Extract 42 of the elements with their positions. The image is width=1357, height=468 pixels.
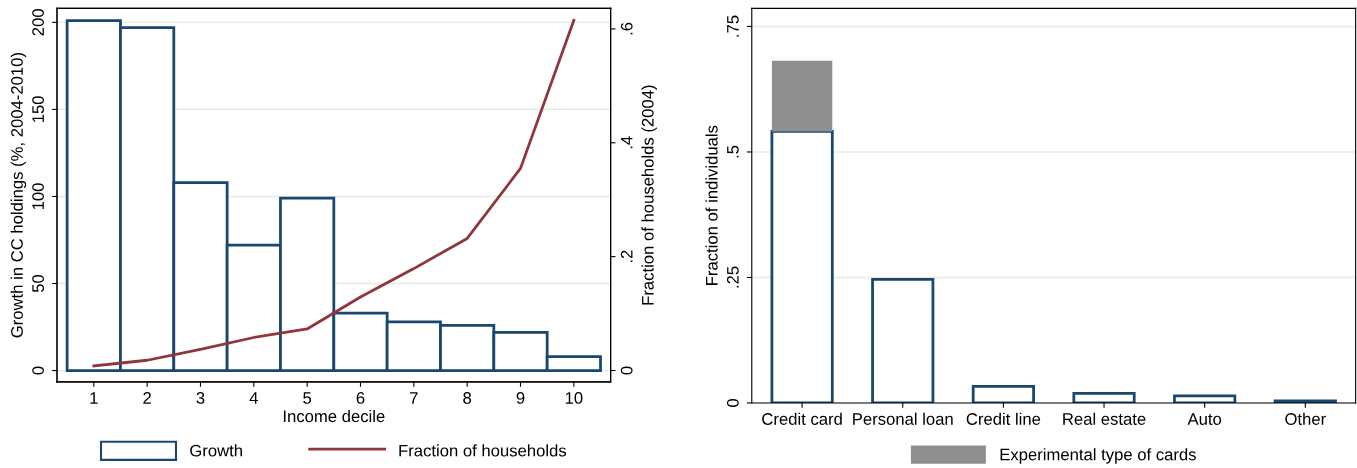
y-tick-label: 150 <box>32 96 44 123</box>
x-tick-label: 6 <box>356 392 365 404</box>
y-tick-label: 200 <box>32 9 44 36</box>
bar <box>1072 392 1136 403</box>
x-tick-label: 9 <box>516 392 525 404</box>
x-tick-label: 4 <box>249 392 258 404</box>
x-tick-label: 2 <box>143 392 151 404</box>
y-tick-label: 0 <box>32 366 44 375</box>
y2-tick-label: .4 <box>620 136 633 149</box>
x-tick-label: Credit line <box>966 412 1041 425</box>
bar <box>871 278 935 403</box>
x-tick-label: 5 <box>303 392 312 404</box>
x-tick-label: Personal loan <box>853 412 953 425</box>
x-tick-label: Real estate <box>1063 412 1146 425</box>
y2-axis-title: Fraction of households (2004) <box>641 85 657 305</box>
legend-label: Fraction of households <box>399 444 567 457</box>
y2-tick-label: .2 <box>620 250 633 263</box>
x-tick-label: Credit card <box>762 412 842 425</box>
bar <box>770 130 834 403</box>
y-tick-label: 50 <box>32 274 44 293</box>
bar <box>971 384 1035 403</box>
legend-label: Growth <box>190 444 242 457</box>
x-tick-label: 1 <box>90 392 98 404</box>
y-tick-label: 0 <box>726 398 739 407</box>
y2-tick-label: .6 <box>620 22 633 35</box>
x-tick-label: 10 <box>565 392 583 404</box>
x-tick-label: Other <box>1285 412 1326 425</box>
line-series <box>92 18 576 368</box>
x-axis-title: Income decile <box>283 409 385 423</box>
x-tick-label: Auto <box>1187 413 1222 425</box>
y-tick-label: .25 <box>726 266 739 288</box>
y2-tick-label: 0 <box>620 366 633 375</box>
x-tick-label: 8 <box>463 392 472 404</box>
bar <box>771 60 833 132</box>
y-tick-label: .75 <box>727 15 739 37</box>
x-tick-label: 7 <box>410 392 418 404</box>
y-tick-label: 100 <box>32 183 44 210</box>
y-axis-title: Fraction of individuals <box>705 125 718 285</box>
y-tick-label: .5 <box>727 145 739 158</box>
legend-label: Experimental type of cards <box>1000 448 1196 464</box>
y-axis-title: Growth in CC holdings (%, 2004-2010) <box>10 53 27 338</box>
x-tick-label: 3 <box>196 392 205 404</box>
